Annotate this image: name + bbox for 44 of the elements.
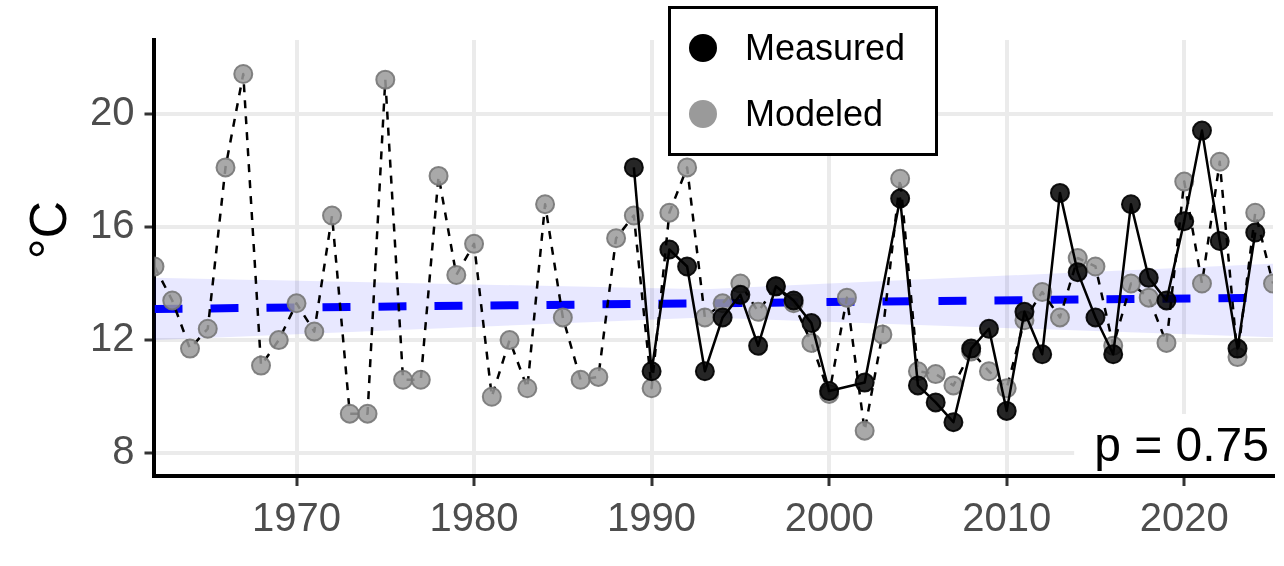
- y-axis-title: °C: [18, 199, 78, 262]
- point: [890, 188, 911, 209]
- point: [801, 313, 822, 334]
- y-tick-label: 20: [89, 88, 135, 133]
- point: [1120, 194, 1141, 215]
- y-tick-label: 16: [89, 201, 135, 246]
- x-tick-label: 1970: [252, 495, 342, 540]
- point: [677, 256, 698, 277]
- point: [1103, 344, 1124, 365]
- annotation: p = 0.75: [1094, 418, 1269, 472]
- point: [854, 372, 875, 393]
- point: [1032, 344, 1053, 365]
- x-tick-label: 2010: [962, 495, 1052, 540]
- point: [1138, 267, 1159, 288]
- point: [1191, 120, 1212, 141]
- x-tick-label: 2000: [784, 495, 874, 540]
- legend-label: Modeled: [745, 92, 884, 136]
- x-tick-label: 2020: [1139, 495, 1229, 540]
- point: [1049, 182, 1070, 203]
- point: [641, 361, 662, 382]
- point: [1067, 262, 1088, 283]
- y-tick-label: 12: [89, 315, 135, 360]
- point: [925, 392, 946, 413]
- point: [907, 375, 928, 396]
- point: [712, 307, 733, 328]
- point: [1156, 290, 1177, 311]
- point: [943, 412, 964, 433]
- point: [623, 157, 644, 178]
- point: [1014, 301, 1035, 322]
- point: [730, 284, 751, 305]
- point: [1174, 211, 1195, 232]
- point: [1245, 222, 1266, 243]
- point: [1209, 231, 1230, 252]
- x-tick-label: 1980: [429, 495, 519, 540]
- point: [978, 318, 999, 339]
- point: [748, 335, 769, 356]
- point: [996, 400, 1017, 421]
- x-tick-label: 1990: [607, 495, 697, 540]
- point: [694, 361, 715, 382]
- point: [1085, 307, 1106, 328]
- legend-label: Measured: [745, 26, 906, 70]
- point: [1227, 338, 1248, 359]
- point: [659, 239, 680, 260]
- y-tick-label: 8: [112, 428, 135, 473]
